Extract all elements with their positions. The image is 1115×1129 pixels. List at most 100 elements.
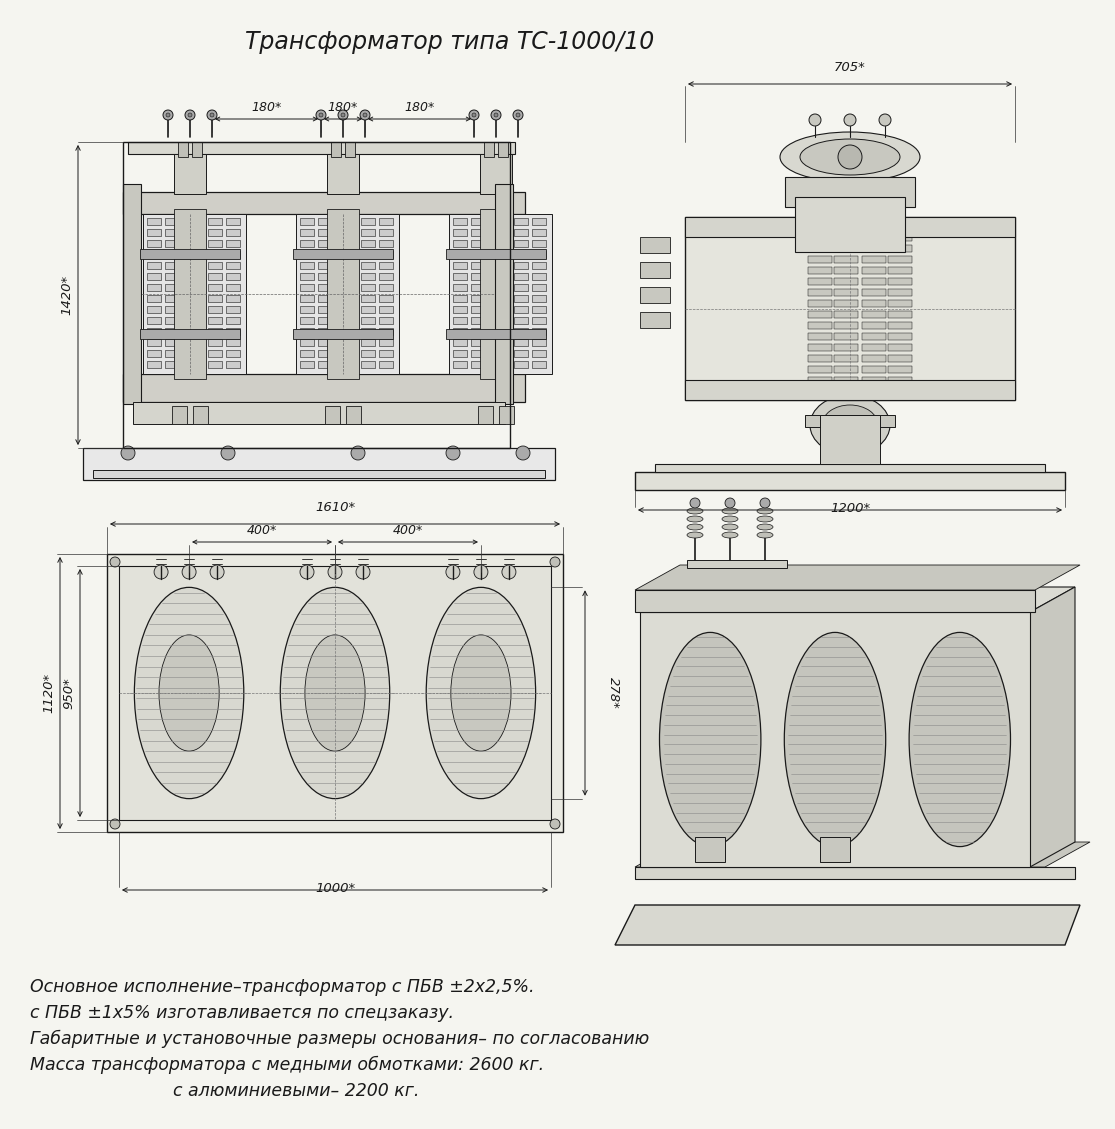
- Bar: [165, 251, 180, 259]
- Bar: [808, 224, 832, 230]
- Bar: [318, 229, 332, 236]
- Bar: [379, 285, 392, 291]
- Bar: [888, 278, 912, 285]
- Bar: [379, 229, 392, 236]
- Bar: [165, 306, 180, 313]
- Ellipse shape: [135, 587, 244, 798]
- Bar: [147, 306, 161, 313]
- Bar: [862, 310, 886, 318]
- Bar: [471, 361, 485, 368]
- Bar: [834, 322, 859, 329]
- Text: Трансформатор типа ТС-1000/10: Трансформатор типа ТС-1000/10: [245, 30, 655, 54]
- Bar: [379, 306, 392, 313]
- Bar: [834, 366, 859, 373]
- Bar: [204, 215, 246, 374]
- Bar: [888, 234, 912, 240]
- Text: Масса трансформатора с медными обмотками: 2600 кг.: Масса трансформатора с медными обмотками…: [30, 1056, 544, 1074]
- Bar: [209, 329, 222, 335]
- Bar: [379, 251, 392, 259]
- Bar: [165, 350, 180, 357]
- Circle shape: [760, 498, 770, 508]
- Bar: [471, 329, 485, 335]
- Bar: [174, 209, 206, 379]
- Bar: [888, 224, 912, 230]
- Bar: [453, 285, 467, 291]
- Bar: [862, 289, 886, 296]
- Bar: [226, 262, 240, 269]
- Circle shape: [210, 113, 214, 117]
- Bar: [300, 285, 314, 291]
- Bar: [532, 240, 546, 247]
- Circle shape: [491, 110, 501, 120]
- Bar: [140, 329, 240, 339]
- Circle shape: [550, 819, 560, 829]
- Circle shape: [725, 498, 735, 508]
- Bar: [479, 209, 512, 379]
- Text: 180*: 180*: [328, 100, 358, 114]
- Circle shape: [351, 446, 365, 460]
- Text: Основное исполнение–трансформатор с ПБВ ±2x2,5%.: Основное исполнение–трансформатор с ПБВ …: [30, 978, 534, 996]
- Bar: [147, 295, 161, 301]
- Circle shape: [474, 564, 488, 579]
- Bar: [318, 329, 332, 335]
- Bar: [300, 350, 314, 357]
- Ellipse shape: [687, 524, 702, 530]
- Bar: [514, 229, 529, 236]
- Circle shape: [210, 564, 224, 579]
- Bar: [862, 366, 886, 373]
- Bar: [318, 295, 332, 301]
- Bar: [226, 317, 240, 324]
- Circle shape: [338, 110, 348, 120]
- Bar: [834, 310, 859, 318]
- Bar: [226, 339, 240, 345]
- Circle shape: [516, 113, 520, 117]
- Bar: [888, 256, 912, 263]
- Bar: [119, 566, 551, 820]
- Bar: [453, 329, 467, 335]
- Ellipse shape: [757, 532, 773, 539]
- Bar: [379, 262, 392, 269]
- Bar: [107, 554, 563, 832]
- Bar: [453, 240, 467, 247]
- Bar: [471, 251, 485, 259]
- Bar: [640, 262, 670, 278]
- Circle shape: [319, 113, 323, 117]
- Text: 1120*: 1120*: [42, 673, 55, 714]
- Ellipse shape: [659, 632, 760, 847]
- Bar: [471, 218, 485, 225]
- Bar: [834, 224, 859, 230]
- Bar: [500, 406, 514, 425]
- Ellipse shape: [723, 508, 738, 514]
- Bar: [226, 295, 240, 301]
- Bar: [226, 251, 240, 259]
- Bar: [834, 300, 859, 307]
- Bar: [165, 229, 180, 236]
- Bar: [687, 560, 787, 568]
- Bar: [805, 415, 895, 427]
- Bar: [685, 217, 1015, 237]
- Bar: [532, 273, 546, 280]
- Text: Габаритные и установочные размеры основания– по согласованию: Габаритные и установочные размеры основа…: [30, 1030, 649, 1048]
- Bar: [888, 245, 912, 252]
- Circle shape: [844, 114, 856, 126]
- Ellipse shape: [780, 132, 920, 182]
- Ellipse shape: [723, 516, 738, 522]
- Bar: [888, 377, 912, 384]
- Bar: [888, 333, 912, 340]
- Bar: [209, 339, 222, 345]
- Bar: [226, 240, 240, 247]
- Circle shape: [110, 819, 120, 829]
- Bar: [514, 317, 529, 324]
- Bar: [484, 142, 494, 157]
- Circle shape: [494, 113, 498, 117]
- Bar: [532, 295, 546, 301]
- Bar: [640, 237, 670, 253]
- Text: 950*: 950*: [62, 677, 75, 709]
- Circle shape: [300, 564, 314, 579]
- Bar: [361, 285, 375, 291]
- Polygon shape: [1030, 587, 1075, 867]
- Ellipse shape: [304, 634, 365, 751]
- Circle shape: [690, 498, 700, 508]
- Bar: [379, 317, 392, 324]
- Bar: [808, 366, 832, 373]
